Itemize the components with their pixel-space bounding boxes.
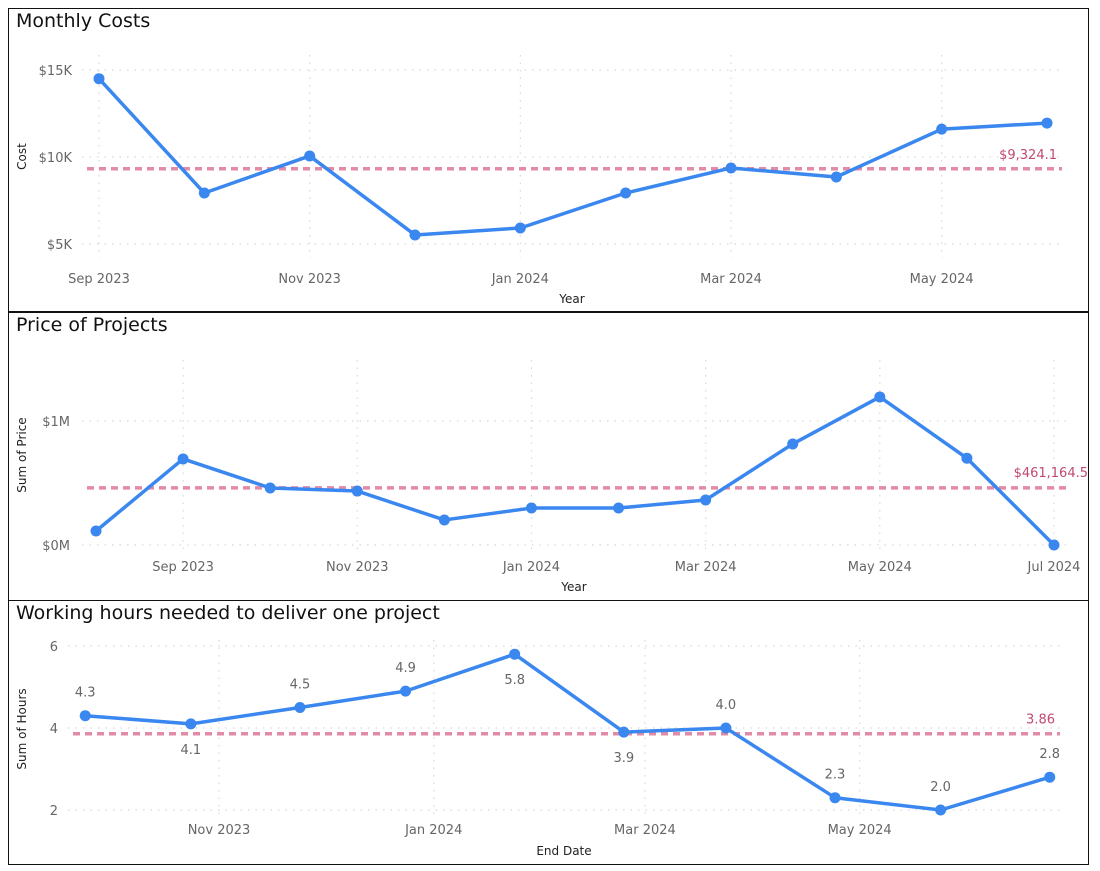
monthly-costs-panel: Monthly Costs <box>8 8 1089 312</box>
chart-title: Working hours needed to deliver one proj… <box>16 602 440 624</box>
working-hours-panel: Working hours needed to deliver one proj… <box>8 600 1089 865</box>
price-of-projects-panel: Price of Projects <box>8 312 1089 601</box>
chart-title: Price of Projects <box>16 314 168 336</box>
chart-title: Monthly Costs <box>16 10 151 32</box>
